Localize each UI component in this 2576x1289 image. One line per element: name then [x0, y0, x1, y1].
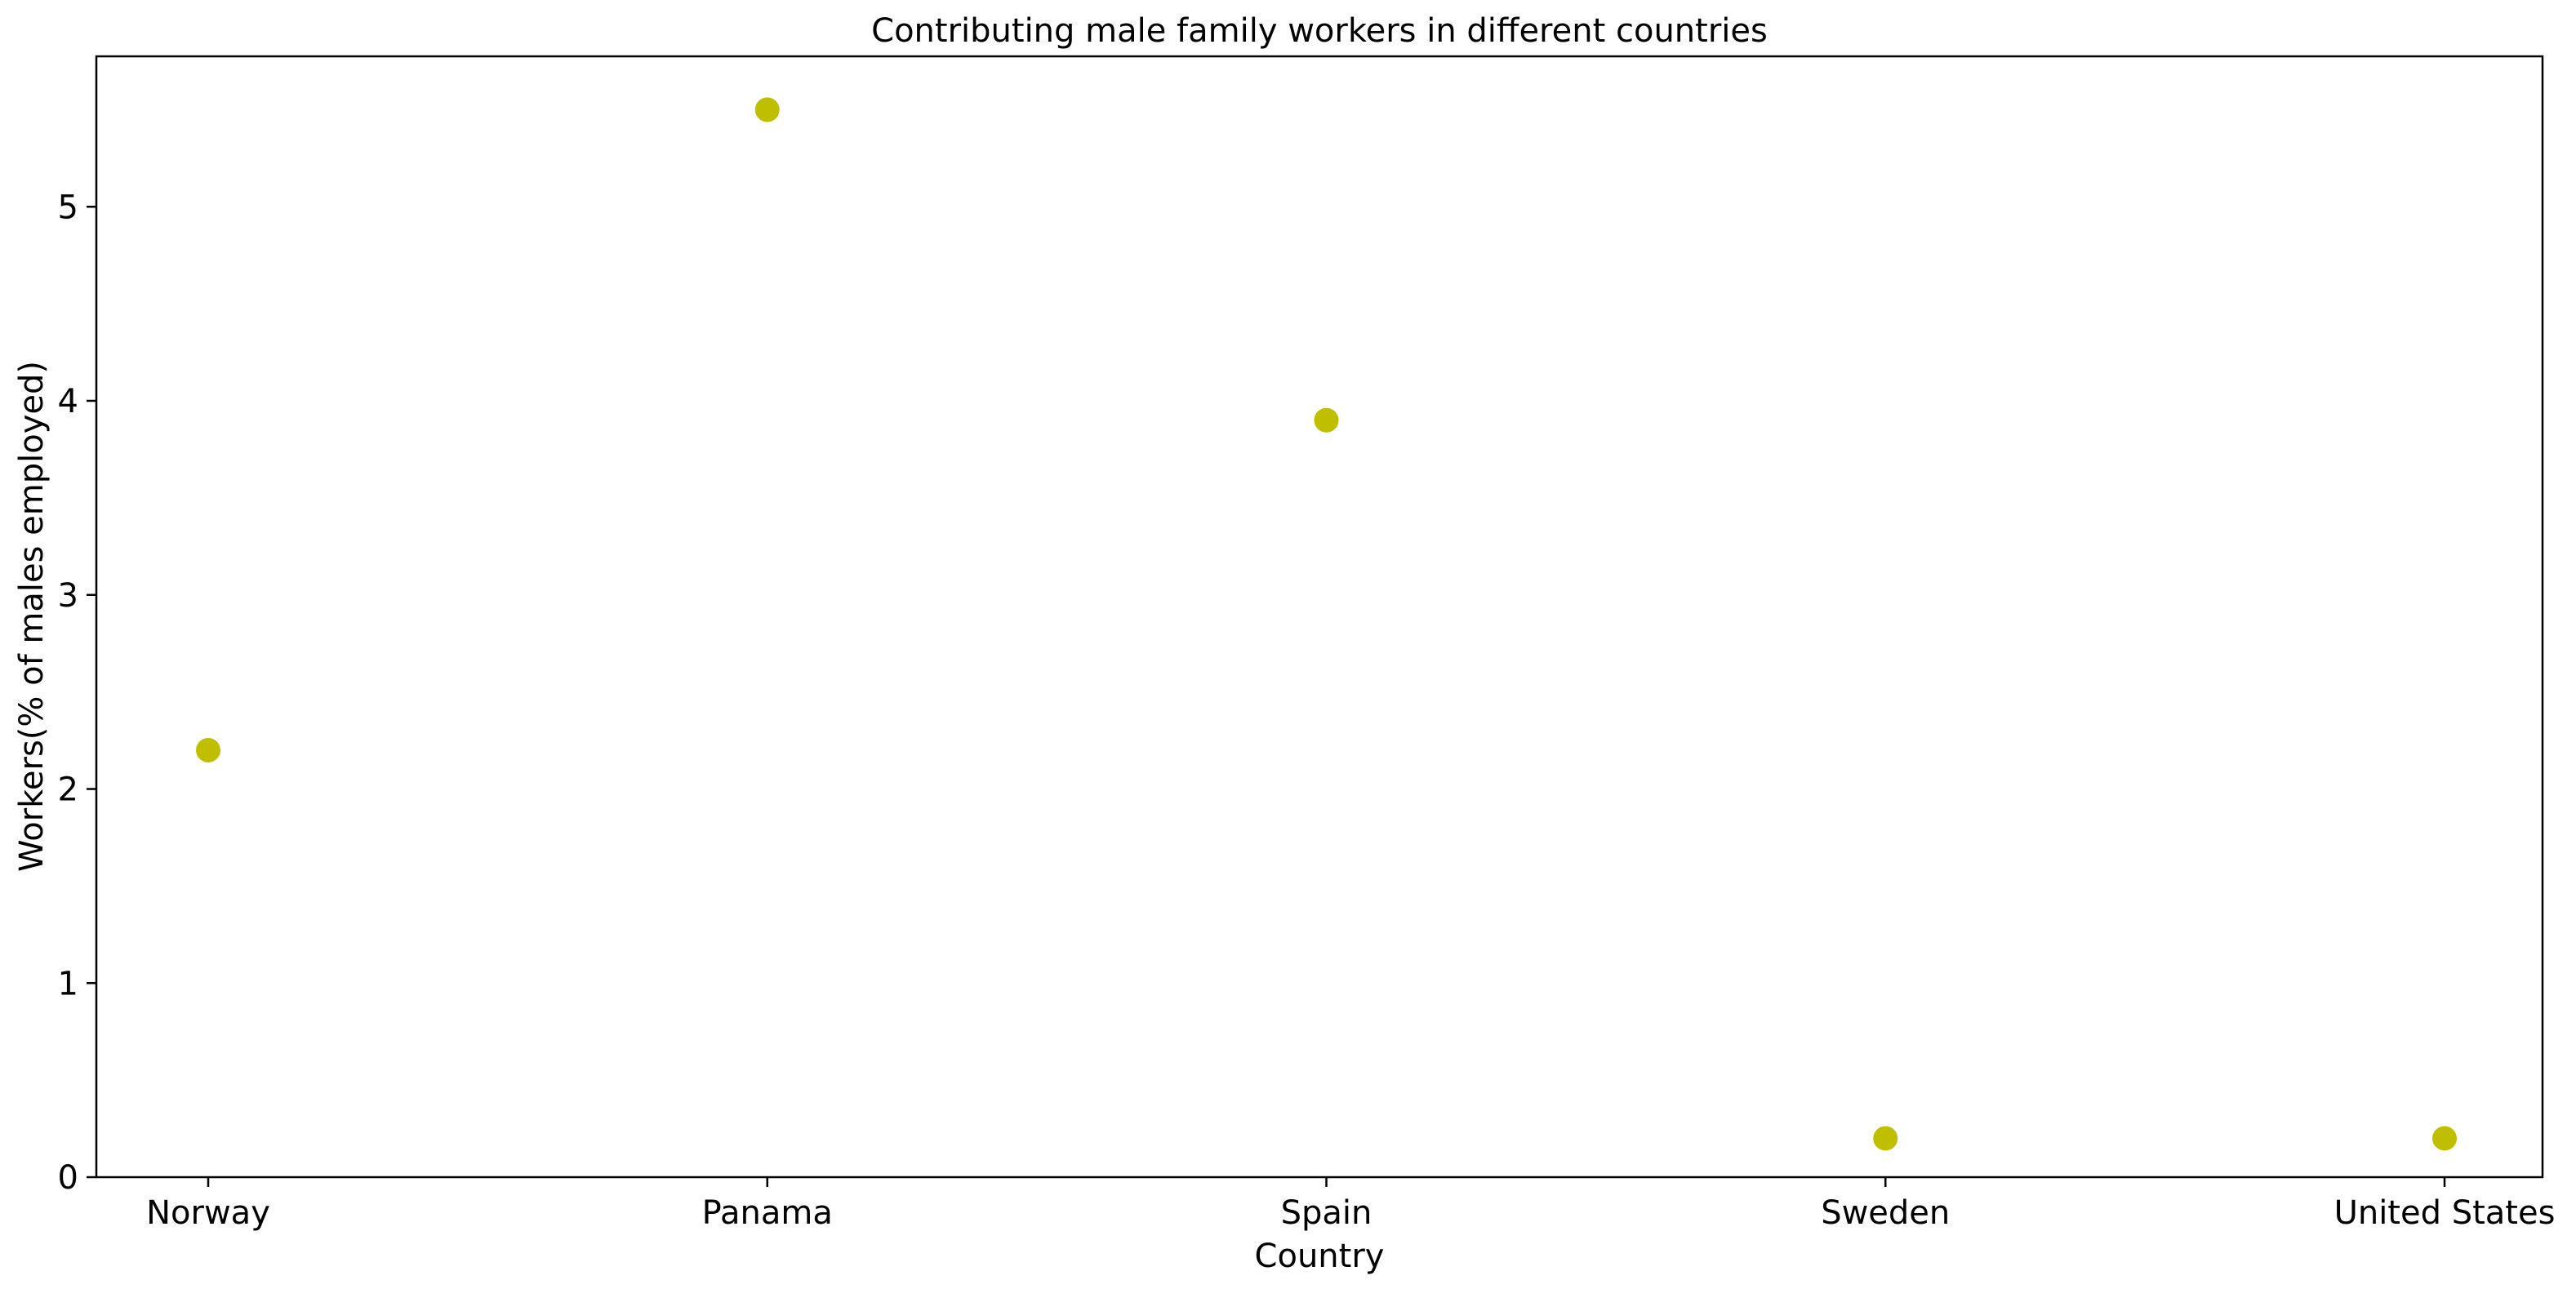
x-axis-label: Country: [1255, 1238, 1385, 1275]
y-tick-label: 1: [58, 965, 78, 1002]
data-point: [1314, 407, 1339, 433]
y-tick-label: 0: [58, 1159, 78, 1197]
y-tick-label: 4: [58, 383, 78, 420]
y-tick-label: 3: [58, 577, 78, 615]
y-axis: 0 1 2 3 4 5: [58, 189, 96, 1197]
data-points: [196, 97, 2457, 1151]
x-tick-label: United States: [2334, 1194, 2556, 1232]
data-point: [754, 97, 780, 122]
chart-title: Contributing male family workers in diff…: [871, 12, 1768, 50]
data-point: [2432, 1126, 2457, 1151]
y-axis-label: Workers(% of males employed): [13, 361, 51, 872]
data-point: [1873, 1126, 1898, 1151]
x-tick-label: Panama: [702, 1194, 833, 1232]
x-tick-label: Sweden: [1821, 1194, 1950, 1232]
y-tick-label: 5: [58, 189, 78, 226]
x-tick-label: Spain: [1281, 1194, 1373, 1232]
y-tick-label: 2: [58, 771, 78, 809]
x-axis: Norway Panama Spain Sweden United States: [146, 1177, 2555, 1232]
data-point: [196, 737, 220, 762]
plot-area: [95, 55, 2544, 1179]
x-tick-label: Norway: [146, 1194, 270, 1232]
